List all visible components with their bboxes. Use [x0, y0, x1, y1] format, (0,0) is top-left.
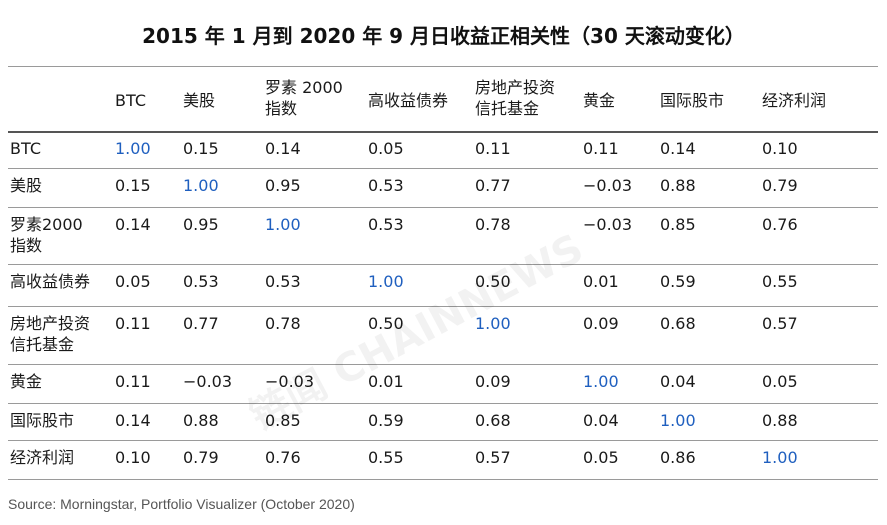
table-cell: 0.10: [762, 139, 798, 158]
row-divider: [8, 364, 878, 365]
column-header: 高收益债券: [368, 91, 449, 110]
table-cell: 0.04: [660, 372, 696, 391]
diagonal-cell: 1.00: [660, 411, 696, 430]
table-cell: 0.14: [660, 139, 696, 158]
table-cell: 0.53: [368, 176, 404, 195]
table-cell: −0.03: [583, 215, 633, 234]
table-cell: 0.77: [183, 314, 219, 333]
row-divider: [8, 131, 878, 133]
table-cell: 0.57: [762, 314, 798, 333]
table-cell: 0.88: [762, 411, 798, 430]
row-header: 黄金: [10, 372, 43, 391]
table-cell: 0.11: [475, 139, 511, 158]
table-cell: 0.11: [115, 314, 151, 333]
table-cell: 0.95: [183, 215, 219, 234]
table-cell: −0.03: [583, 176, 633, 195]
table-cell: 0.68: [475, 411, 511, 430]
table-cell: 0.50: [475, 272, 511, 291]
column-header: 经济利润: [762, 91, 827, 110]
table-cell: 0.04: [583, 411, 619, 430]
table-cell: 0.15: [183, 139, 219, 158]
table-cell: 0.14: [115, 215, 151, 234]
table-cell: 0.15: [115, 176, 151, 195]
table-cell: 0.59: [660, 272, 696, 291]
diagonal-cell: 1.00: [115, 139, 151, 158]
table-cell: 0.09: [475, 372, 511, 391]
table-cell: 0.76: [265, 448, 301, 467]
source-note: Source: Morningstar, Portfolio Visualize…: [8, 496, 355, 512]
table-cell: 0.05: [762, 372, 798, 391]
table-cell: 0.78: [265, 314, 301, 333]
table-cell: 0.79: [183, 448, 219, 467]
row-divider: [8, 168, 878, 169]
row-header: 美股: [10, 176, 43, 195]
table-cell: 0.01: [368, 372, 404, 391]
diagonal-cell: 1.00: [762, 448, 798, 467]
table-cell: 0.14: [115, 411, 151, 430]
diagonal-cell: 1.00: [183, 176, 219, 195]
table-cell: 0.53: [265, 272, 301, 291]
table-cell: 0.85: [660, 215, 696, 234]
row-divider: [8, 440, 878, 441]
table-cell: 0.59: [368, 411, 404, 430]
chart-title: 2015 年 1 月到 2020 年 9 月日收益正相关性（30 天滚动变化）: [142, 24, 745, 48]
row-divider: [8, 403, 878, 404]
table-cell: 0.11: [115, 372, 151, 391]
table-cell: 0.76: [762, 215, 798, 234]
row-divider: [8, 264, 878, 265]
column-header: 国际股市: [660, 91, 725, 110]
diagonal-cell: 1.00: [265, 215, 301, 234]
table-cell: 0.85: [265, 411, 301, 430]
row-divider: [8, 306, 878, 307]
row-header: BTC: [10, 139, 41, 158]
table-cell: 0.53: [183, 272, 219, 291]
table-cell: 0.05: [583, 448, 619, 467]
diagonal-cell: 1.00: [583, 372, 619, 391]
table-cell: 0.88: [660, 176, 696, 195]
table-cell: 0.95: [265, 176, 301, 195]
table-cell: 0.53: [368, 215, 404, 234]
column-header: 房地产投资 信托基金: [475, 78, 556, 118]
table-cell: 0.50: [368, 314, 404, 333]
table-cell: 0.10: [115, 448, 151, 467]
table-cell: −0.03: [265, 372, 315, 391]
table-cell: 0.86: [660, 448, 696, 467]
table-cell: 0.01: [583, 272, 619, 291]
table-cell: 0.05: [368, 139, 404, 158]
table-cell: 0.79: [762, 176, 798, 195]
column-header: 罗素 2000 指数: [265, 78, 343, 118]
row-header: 房地产投资 信托基金: [10, 314, 91, 354]
row-divider: [8, 479, 878, 480]
row-header: 罗素2000 指数: [10, 215, 83, 255]
column-header: 黄金: [583, 91, 616, 110]
table-cell: 0.78: [475, 215, 511, 234]
table-cell: 0.55: [368, 448, 404, 467]
table-cell: 0.11: [583, 139, 619, 158]
table-cell: 0.55: [762, 272, 798, 291]
table-cell: 0.68: [660, 314, 696, 333]
diagonal-cell: 1.00: [475, 314, 511, 333]
row-header: 高收益债券: [10, 272, 91, 291]
row-divider: [8, 207, 878, 208]
table-cell: 0.05: [115, 272, 151, 291]
row-header: 国际股市: [10, 411, 75, 430]
table-cell: 0.77: [475, 176, 511, 195]
table-cell: 0.88: [183, 411, 219, 430]
row-header: 经济利润: [10, 448, 75, 467]
table-cell: 0.57: [475, 448, 511, 467]
column-header: 美股: [183, 91, 216, 110]
table-cell: −0.03: [183, 372, 233, 391]
diagonal-cell: 1.00: [368, 272, 404, 291]
table-cell: 0.14: [265, 139, 301, 158]
table-cell: 0.09: [583, 314, 619, 333]
column-header: BTC: [115, 91, 146, 110]
row-divider: [8, 66, 878, 67]
